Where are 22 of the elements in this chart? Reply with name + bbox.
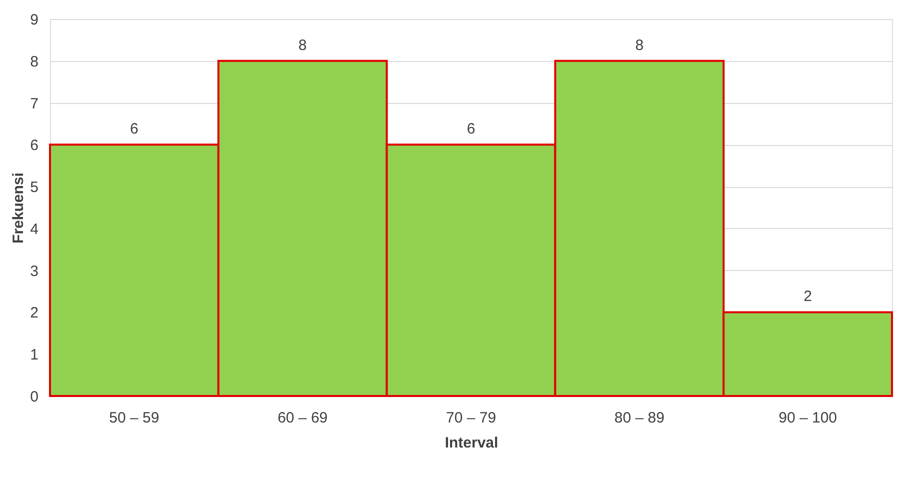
data-label: 8: [298, 36, 307, 54]
y-tick-label: 6: [30, 137, 38, 154]
y-tick-label: 0: [30, 388, 38, 406]
x-axis-title: Interval: [444, 434, 498, 452]
y-tick-label: 4: [30, 220, 38, 238]
y-tick-label: 5: [30, 179, 38, 196]
data-label: 8: [635, 36, 644, 54]
y-tick-label: 9: [30, 12, 38, 28]
y-tick-label: 1: [30, 346, 38, 364]
x-tick-label: 80 – 89: [614, 410, 664, 426]
x-tick-label: 60 – 69: [278, 410, 328, 426]
y-tick-label: 8: [30, 53, 38, 70]
y-tick-label: 7: [30, 95, 38, 112]
x-tick-label: 70 – 79: [446, 410, 496, 426]
x-tick-label: 50 – 59: [109, 410, 160, 426]
data-label: 6: [466, 120, 476, 138]
data-label: 2: [804, 288, 812, 306]
y-axis-title: Frekuensi: [10, 172, 28, 244]
x-tick-label: 90 – 100: [778, 410, 837, 426]
y-tick-label: 3: [30, 262, 38, 280]
data-label: 6: [130, 120, 138, 138]
y-tick-label: 2: [30, 304, 38, 322]
